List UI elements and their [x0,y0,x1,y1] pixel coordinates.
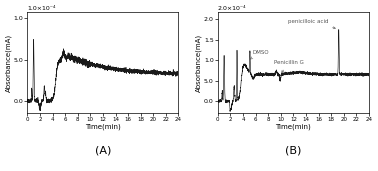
Text: 2.0×10⁻⁴: 2.0×10⁻⁴ [218,6,246,11]
Text: penicilloic acid: penicilloic acid [288,19,335,29]
X-axis label: Time(min): Time(min) [85,124,121,130]
Text: DMSO: DMSO [250,50,269,59]
Text: Penicillin G: Penicillin G [274,60,304,73]
Y-axis label: Absorbance(mA): Absorbance(mA) [6,34,12,92]
Y-axis label: Absorbance(mA): Absorbance(mA) [196,34,202,92]
Text: 1.0×10⁻⁴: 1.0×10⁻⁴ [27,6,56,11]
X-axis label: Time(min): Time(min) [276,124,311,130]
Text: (A): (A) [95,146,111,156]
Text: (B): (B) [285,146,302,156]
